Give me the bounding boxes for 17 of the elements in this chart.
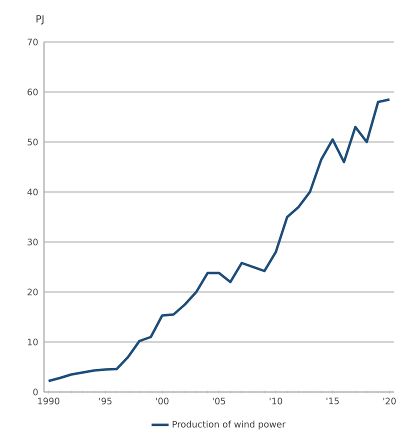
- y-tick-label: 70: [28, 38, 38, 46]
- y-tick-label: 60: [28, 88, 38, 96]
- y-tick-label: 30: [28, 238, 38, 246]
- legend-label: Production of wind power: [172, 420, 286, 430]
- x-tick-label: '20: [383, 398, 396, 404]
- y-tick-label: 50: [28, 138, 38, 146]
- y-tick-label: 20: [28, 288, 38, 296]
- x-tick-label: 1990: [38, 398, 60, 404]
- y-tick-label: 10: [28, 338, 38, 346]
- x-tick-label: '00: [156, 398, 169, 404]
- x-tick-label: '10: [270, 398, 282, 404]
- y-axis-title: PJ: [36, 15, 44, 24]
- x-tick-label: '95: [99, 398, 112, 404]
- y-tick-label: 40: [27, 188, 38, 196]
- x-tick-label: '15: [326, 398, 339, 404]
- y-tick-label: 0: [33, 388, 38, 396]
- x-tick-label: '05: [212, 398, 226, 404]
